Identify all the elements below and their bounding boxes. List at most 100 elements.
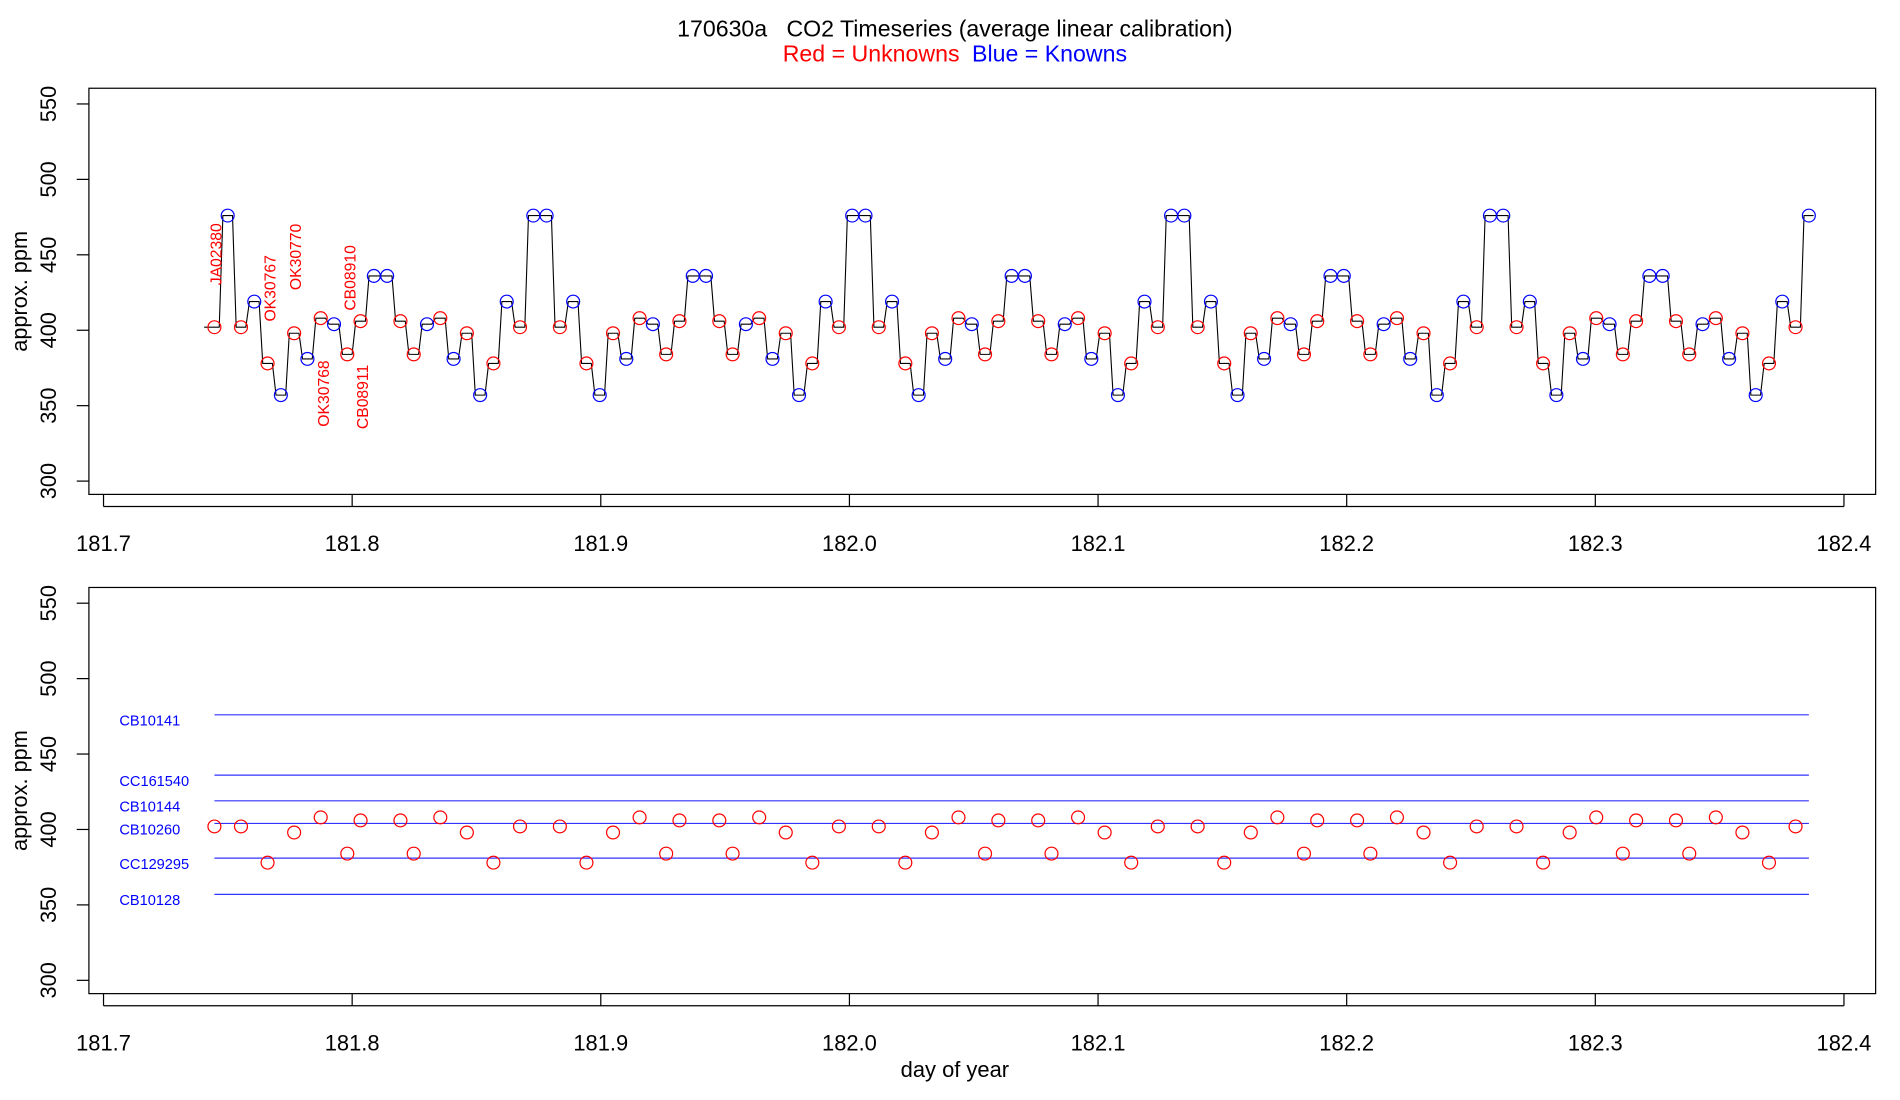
x-tick-label: 182.0 xyxy=(822,1031,877,1056)
unknown-point xyxy=(1270,311,1285,326)
chart-subtitle: Red = Unknowns Blue = Knowns xyxy=(783,41,1127,67)
known-point xyxy=(1602,317,1617,332)
x-tick-label: 181.7 xyxy=(76,1031,131,1056)
unknown-point xyxy=(433,810,448,825)
standard-label: CB10144 xyxy=(119,800,180,816)
unknown-point xyxy=(725,846,740,861)
unknown-point xyxy=(1735,825,1750,840)
y-tick-label: 300 xyxy=(36,463,61,499)
known-point xyxy=(566,294,581,309)
known-point xyxy=(539,208,554,223)
x-tick-label: 182.1 xyxy=(1071,531,1126,556)
known-point xyxy=(1549,388,1564,403)
known-point xyxy=(884,294,900,309)
unknown-point xyxy=(393,813,408,828)
plot-frame xyxy=(88,87,1877,495)
unknown-point xyxy=(1443,356,1458,371)
unknown-point xyxy=(1310,813,1325,828)
x-tick-label: 182.2 xyxy=(1319,1031,1374,1056)
timeseries-line xyxy=(204,215,1814,396)
unknown-point xyxy=(1615,347,1630,362)
unknown-point xyxy=(233,320,249,335)
unknown-point xyxy=(433,311,448,326)
x-tick-label: 181.9 xyxy=(573,531,628,556)
known-point xyxy=(791,388,807,403)
unknown-point xyxy=(632,311,647,326)
known-point xyxy=(1456,294,1471,309)
unknown-point xyxy=(353,314,368,329)
known-point xyxy=(1496,208,1511,223)
unknown-point xyxy=(951,311,966,326)
y-tick-label: 350 xyxy=(36,388,61,424)
standard-label: CB10128 xyxy=(119,893,180,909)
unknown-point xyxy=(977,846,993,861)
unknown-point xyxy=(1363,846,1378,861)
unknown-point xyxy=(672,813,687,828)
unknown-point xyxy=(1124,855,1139,870)
known-point xyxy=(300,351,315,366)
unknown-point xyxy=(805,855,820,870)
annotation-label: JA02380 xyxy=(209,223,226,285)
unknown-point xyxy=(991,314,1006,329)
unknown-point xyxy=(924,825,939,840)
known-point xyxy=(1336,268,1351,283)
unknown-point xyxy=(1562,825,1577,840)
unknown-point xyxy=(353,813,368,828)
unknown-point xyxy=(552,320,567,335)
known-point xyxy=(592,388,607,403)
unknown-point xyxy=(1389,311,1405,326)
unknown-point xyxy=(1761,356,1777,371)
unknown-point xyxy=(1097,825,1112,840)
unknown-point xyxy=(1044,347,1059,362)
unknown-point xyxy=(1682,846,1697,861)
unknown-point xyxy=(1124,356,1139,371)
known-point xyxy=(1695,317,1710,332)
unknown-point xyxy=(486,855,501,870)
unknown-point xyxy=(1788,320,1803,335)
unknown-point xyxy=(871,320,886,335)
unknown-point xyxy=(1217,356,1232,371)
unknown-point xyxy=(1243,326,1258,341)
known-point xyxy=(1801,208,1816,223)
unknown-point xyxy=(579,855,594,870)
known-point xyxy=(419,317,435,332)
standards-panel: 300 350 400 450 500 550 181.7 181.8 181.9 182.0 18… xyxy=(7,585,1877,1056)
known-point xyxy=(765,351,780,366)
unknown-point xyxy=(1536,855,1551,870)
known-point xyxy=(1522,294,1537,309)
unknown-point xyxy=(207,819,222,834)
unknown-point xyxy=(313,810,328,825)
unknown-point xyxy=(725,347,740,362)
unknown-point xyxy=(1150,320,1165,335)
unknown-point xyxy=(486,356,501,371)
timeseries-panel: 300 350 400 450 500 550 181.7 181.8 181.9 182.0 18… xyxy=(7,86,1877,556)
y-tick-label: 300 xyxy=(36,962,61,998)
y-axis-label: approx. ppm xyxy=(7,231,32,352)
unknown-point xyxy=(1217,855,1232,870)
unknown-point xyxy=(552,819,567,834)
x-tick-label: 182.3 xyxy=(1568,531,1623,556)
unknown-point xyxy=(991,813,1006,828)
unknown-point xyxy=(831,320,846,335)
known-point xyxy=(446,351,461,366)
unknown-point xyxy=(1243,825,1258,840)
x-tick-label: 182.4 xyxy=(1817,531,1872,556)
known-point xyxy=(1748,388,1763,403)
annotation-label: OK30768 xyxy=(316,360,333,427)
unknown-point xyxy=(632,810,647,825)
unknown-point xyxy=(871,819,886,834)
known-point xyxy=(619,351,634,366)
unknown-point xyxy=(1389,810,1405,825)
known-point xyxy=(1084,351,1099,366)
unknown-point xyxy=(659,846,674,861)
unknown-point xyxy=(831,819,846,834)
unknown-point xyxy=(207,320,222,335)
known-point xyxy=(1017,268,1032,283)
x-tick-label: 181.8 xyxy=(325,1031,380,1056)
x-tick-label: 182.3 xyxy=(1568,1031,1623,1056)
standard-label: CB10260 xyxy=(119,822,180,838)
y-tick-label: 450 xyxy=(36,237,61,273)
known-point xyxy=(645,317,660,332)
unknown-point xyxy=(1629,314,1644,329)
